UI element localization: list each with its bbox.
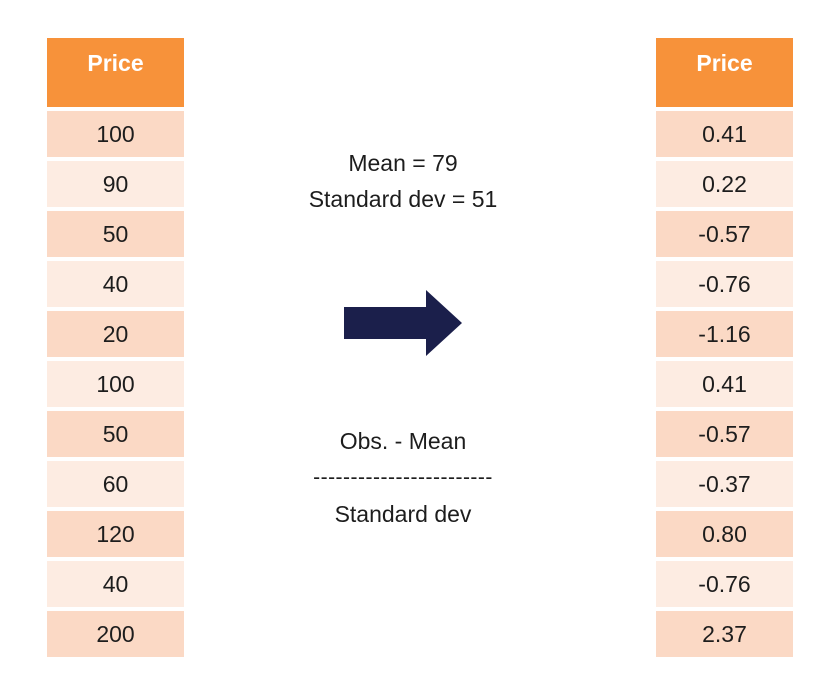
table-row: 200 <box>47 611 184 657</box>
price-table-standardized: Price 0.41 0.22 -0.57 -0.76 -1.16 0.41 -0.57 -0… <box>656 38 793 661</box>
table-row: 0.22 <box>656 161 793 207</box>
table-row: 50 <box>47 211 184 257</box>
table-row: 0.41 <box>656 111 793 157</box>
mean-label: Mean = 79 <box>348 150 458 176</box>
table-header: Price <box>656 38 793 107</box>
right-arrow-icon <box>344 290 462 356</box>
std-dev-label: Standard dev = 51 <box>308 185 498 212</box>
table-row: 2.37 <box>656 611 793 657</box>
table-row: 0.80 <box>656 511 793 557</box>
table-row: 90 <box>47 161 184 207</box>
table-row: -0.76 <box>656 561 793 607</box>
statistics-summary: Mean = 79 Standard dev = 51 <box>250 146 556 217</box>
table-row: -0.37 <box>656 461 793 507</box>
formula-denominator: Standard dev <box>334 500 472 527</box>
table-row: 40 <box>47 561 184 607</box>
table-row: 60 <box>47 461 184 507</box>
table-row: 100 <box>47 361 184 407</box>
table-rows: 0.41 0.22 -0.57 -0.76 -1.16 0.41 -0.57 -0.37 0.8… <box>656 111 793 661</box>
price-table-original: Price 100 90 50 40 20 100 50 60 120 40 200 <box>47 38 184 661</box>
standardization-formula: Obs. - Mean ------------------------ Sta… <box>250 423 556 534</box>
table-row: 100 <box>47 111 184 157</box>
table-row: 40 <box>47 261 184 307</box>
table-row: 50 <box>47 411 184 457</box>
table-row: -1.16 <box>656 311 793 357</box>
table-rows: 100 90 50 40 20 100 50 60 120 40 200 <box>47 111 184 661</box>
table-row: -0.76 <box>656 261 793 307</box>
table-header: Price <box>47 38 184 107</box>
table-row: -0.57 <box>656 411 793 457</box>
table-row: -0.57 <box>656 211 793 257</box>
table-row: 20 <box>47 311 184 357</box>
formula-numerator: Obs. - Mean <box>339 428 467 454</box>
table-row: 0.41 <box>656 361 793 407</box>
table-row: 120 <box>47 511 184 557</box>
formula-divider: ------------------------ <box>313 465 493 489</box>
